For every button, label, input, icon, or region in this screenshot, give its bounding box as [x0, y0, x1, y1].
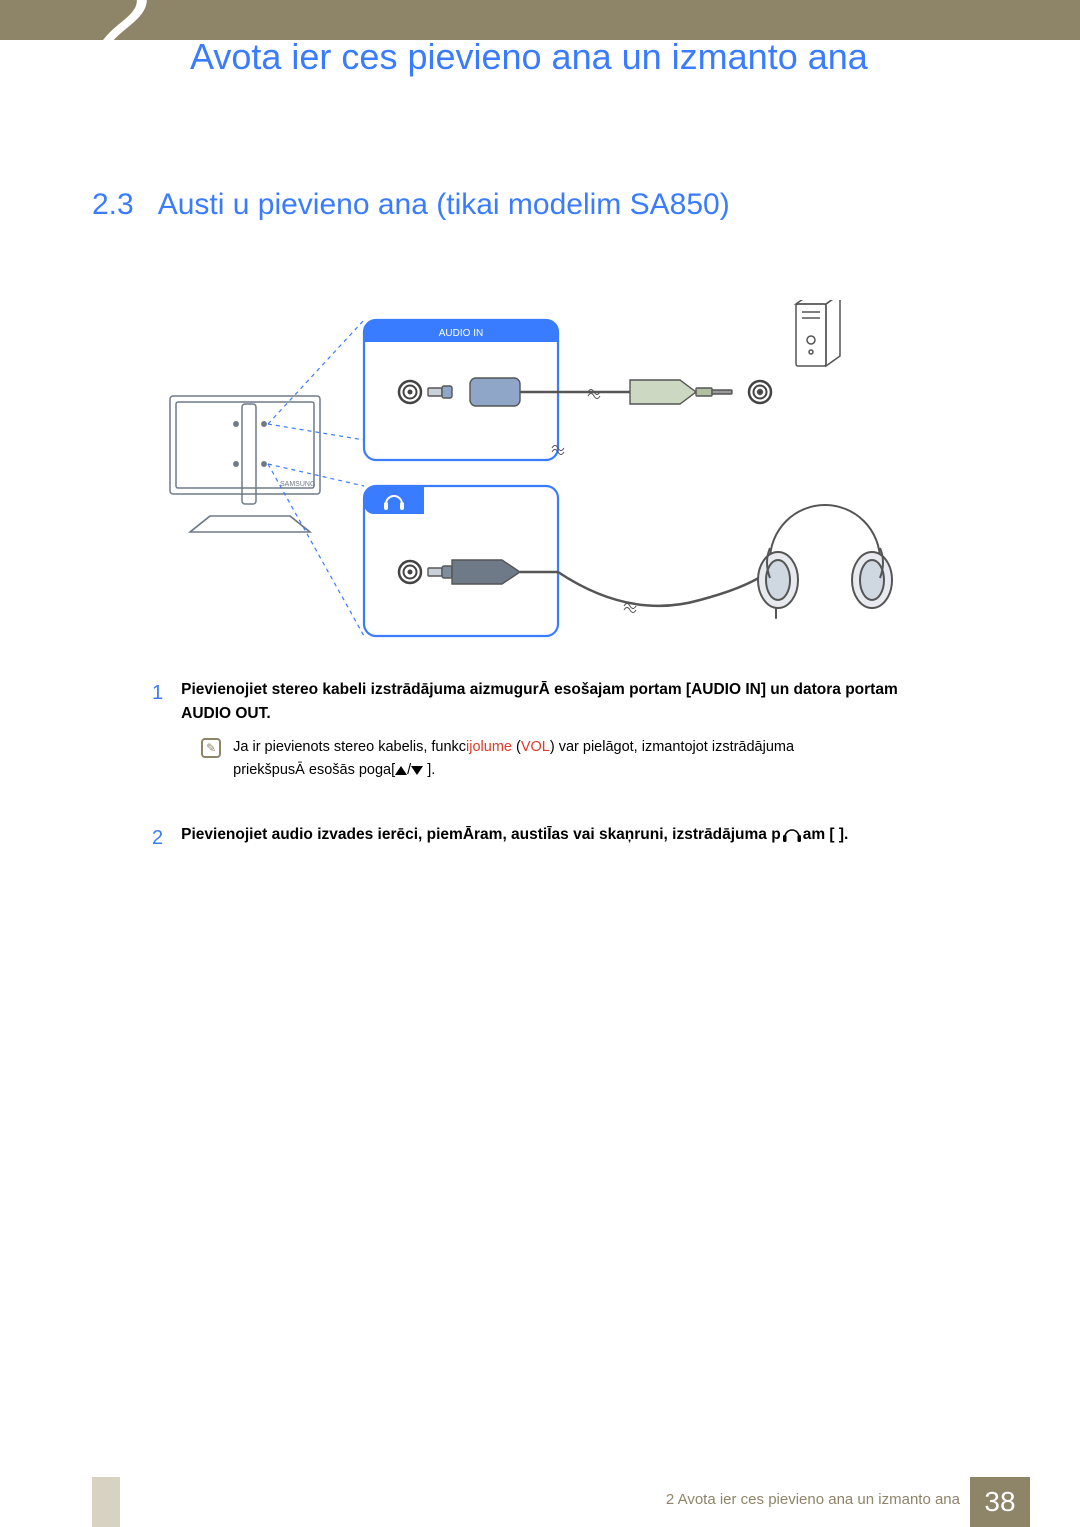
step-body: Pievienojiet stereo kabeli izstrādājuma …	[181, 678, 990, 805]
note-icon: ✎	[201, 738, 221, 758]
note-line2-c: ].	[423, 762, 435, 778]
note-paren-open: (	[512, 739, 521, 755]
note-row: ✎ Ja ir pievienots stereo kabelis, funkc…	[181, 736, 990, 781]
chapter-number-bubble: 2	[68, 0, 178, 80]
step-2-line-b: am [ ].	[803, 826, 849, 843]
footer-breadcrumb: 2 Avota ier ces pievieno ana un izmanto …	[666, 1491, 960, 1508]
step-number: 1	[72, 678, 163, 805]
step-1-line-a: Pievienojiet stereo kabeli izstrādājuma …	[181, 681, 898, 698]
step-number: 2	[72, 823, 163, 854]
page-number: 38	[970, 1477, 1030, 1527]
connection-diagram: SAMSUNG AUDIO IN	[160, 300, 920, 660]
note-volume-red: ĳolume	[466, 739, 512, 755]
step-body: Pievienojiet audio izvades ierēci, piemĀ…	[181, 823, 990, 854]
page-footer: 2 Avota ier ces pievieno ana un izmanto …	[0, 1477, 1080, 1527]
step-2: 2 Pievienojiet audio izvades ierēci, pie…	[72, 823, 990, 854]
step-2-line-a: Pievienojiet audio izvades ierēci, piemĀ…	[181, 826, 781, 843]
monitor-brand-label: SAMSUNG	[280, 481, 315, 488]
instruction-list: 1 Pievienojiet stereo kabeli izstrādājum…	[72, 678, 990, 872]
note-line2-a: priekšpusĀ esošās poga[	[233, 762, 395, 778]
step-1: 1 Pievienojiet stereo kabeli izstrādājum…	[72, 678, 990, 805]
section-number: 2.3	[92, 188, 134, 222]
triangle-up-icon	[395, 766, 407, 775]
audio-in-label: AUDIO IN	[439, 328, 483, 339]
section-heading: 2.3 Austi u pievieno ana (tikai modelim …	[92, 188, 730, 222]
note-text: Ja ir pievienots stereo kabelis, funkcĳo…	[233, 736, 990, 781]
triangle-down-icon	[411, 766, 423, 775]
note-post1: ) var pielāgot, izmantojot izstrādājuma	[550, 739, 794, 755]
step-1-line-b: AUDIO OUT.	[181, 705, 271, 722]
footer-side-strip	[92, 1477, 120, 1527]
headphone-icon	[783, 827, 801, 851]
section-title: Austi u pievieno ana (tikai modelim SA85…	[158, 188, 730, 222]
chapter-title: Avota ier ces pievieno ana un izmanto an…	[190, 36, 1020, 78]
note-vol-red: VOL	[521, 739, 550, 755]
note-pre: Ja ir pievienots stereo kabelis, funkc	[233, 739, 466, 755]
